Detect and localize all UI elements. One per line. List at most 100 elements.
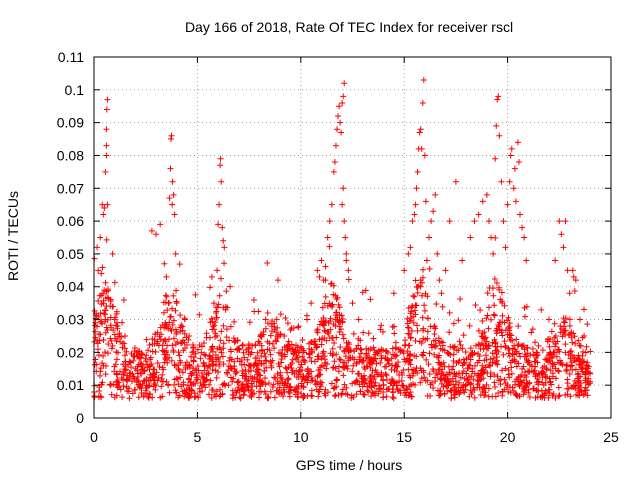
data-point xyxy=(549,360,556,367)
data-point xyxy=(248,393,255,400)
data-point xyxy=(122,358,129,365)
data-point xyxy=(168,132,175,139)
data-point xyxy=(582,369,589,376)
data-point xyxy=(267,351,274,358)
data-point xyxy=(455,317,462,324)
data-point xyxy=(393,379,400,386)
data-point xyxy=(497,296,504,303)
y-tick-label: 0.04 xyxy=(57,279,84,295)
data-point xyxy=(157,221,164,228)
data-point xyxy=(263,364,270,371)
data-point xyxy=(181,339,188,346)
data-point xyxy=(113,371,120,378)
data-point xyxy=(414,168,421,175)
data-point xyxy=(278,356,285,363)
data-point xyxy=(205,370,212,377)
data-point xyxy=(173,330,180,337)
data-point xyxy=(517,378,524,385)
data-point xyxy=(182,390,189,397)
data-point xyxy=(262,391,269,398)
data-point xyxy=(235,378,242,385)
data-point xyxy=(556,348,563,355)
data-point xyxy=(526,394,533,401)
data-point xyxy=(140,378,147,385)
data-point xyxy=(533,352,540,359)
data-point xyxy=(483,356,490,363)
data-point xyxy=(521,346,528,353)
data-point xyxy=(477,307,484,314)
data-point xyxy=(511,357,518,364)
data-point xyxy=(370,344,377,351)
data-point xyxy=(341,348,348,355)
data-point xyxy=(452,381,459,388)
data-point xyxy=(126,359,133,366)
data-point xyxy=(407,389,414,396)
data-point xyxy=(462,348,469,355)
data-point xyxy=(388,379,395,386)
data-point xyxy=(437,345,444,352)
data-point xyxy=(546,375,553,382)
data-point xyxy=(467,352,474,359)
data-point xyxy=(500,351,507,358)
data-point xyxy=(177,374,184,381)
data-point xyxy=(185,375,192,382)
data-point xyxy=(412,337,419,344)
data-point xyxy=(300,374,307,381)
data-point xyxy=(543,366,550,373)
data-point xyxy=(419,279,426,286)
data-point xyxy=(250,297,257,304)
data-point xyxy=(434,250,441,257)
data-point xyxy=(438,338,445,345)
data-point xyxy=(338,129,345,136)
data-point xyxy=(369,389,376,396)
data-point xyxy=(504,384,511,391)
data-point xyxy=(321,300,328,307)
data-point xyxy=(171,335,178,342)
data-point xyxy=(281,332,288,339)
data-point xyxy=(523,373,530,380)
y-tick-label: 0.11 xyxy=(58,49,84,65)
data-point xyxy=(183,334,190,341)
data-point xyxy=(103,236,110,243)
data-point xyxy=(97,310,104,317)
data-point xyxy=(382,354,389,361)
data-point xyxy=(223,326,230,333)
data-point xyxy=(169,178,176,185)
data-point xyxy=(559,333,566,340)
data-point xyxy=(274,378,281,385)
data-point xyxy=(411,211,418,218)
data-point xyxy=(164,307,171,314)
data-point xyxy=(122,332,129,339)
data-point xyxy=(299,353,306,360)
data-point xyxy=(404,386,411,393)
data-point xyxy=(216,346,223,353)
data-point xyxy=(389,386,396,393)
data-point xyxy=(291,386,298,393)
data-point xyxy=(198,349,205,356)
data-point xyxy=(303,312,310,319)
data-point xyxy=(485,304,492,311)
data-point xyxy=(419,314,426,321)
data-point xyxy=(216,362,223,369)
data-point xyxy=(243,381,250,388)
data-point xyxy=(159,347,166,354)
data-point xyxy=(131,386,138,393)
data-point xyxy=(572,340,579,347)
data-point xyxy=(341,218,348,225)
data-point xyxy=(360,357,367,364)
data-point xyxy=(215,355,222,362)
data-point xyxy=(367,375,374,382)
data-point xyxy=(213,332,220,339)
data-point xyxy=(426,350,433,357)
data-point xyxy=(117,338,124,345)
data-point xyxy=(163,293,170,300)
data-point xyxy=(192,367,199,374)
data-point xyxy=(421,302,428,309)
data-point xyxy=(276,363,283,370)
data-point xyxy=(317,381,324,388)
data-point xyxy=(192,291,199,298)
data-point xyxy=(156,363,163,370)
data-point xyxy=(475,211,482,218)
data-point xyxy=(457,387,464,394)
y-tick-label: 0.03 xyxy=(57,312,84,328)
